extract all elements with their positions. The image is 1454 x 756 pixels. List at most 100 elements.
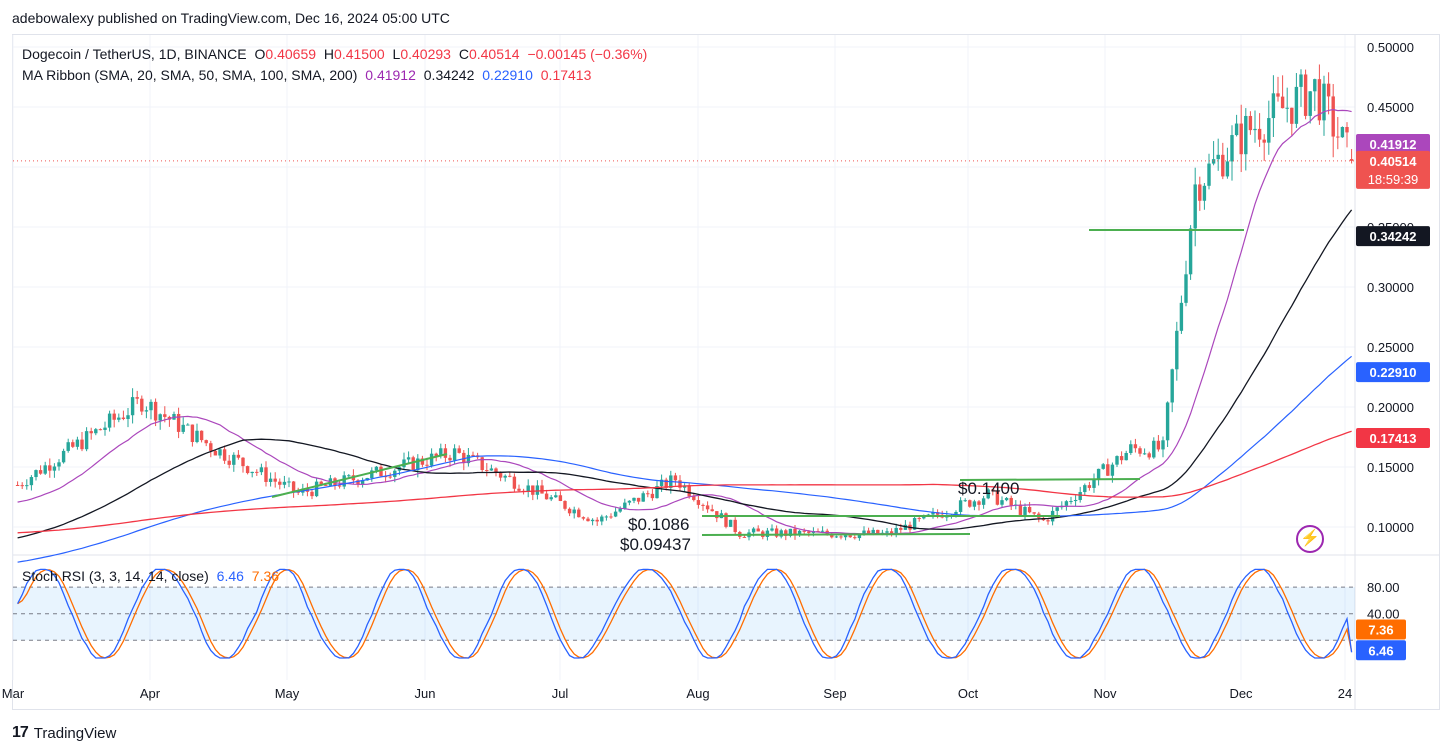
y-tick-label: 0.20000: [1367, 400, 1414, 415]
candle-body: [600, 516, 604, 522]
candle-body: [1285, 107, 1289, 109]
rsi-d-line: [17, 568, 1353, 659]
candle-body: [218, 449, 222, 456]
candle-body: [149, 401, 153, 411]
candle-body: [163, 414, 167, 417]
candle-body: [549, 497, 553, 500]
candle-body: [38, 470, 43, 474]
price-annotation: $0.1086: [628, 515, 689, 534]
candle-body: [567, 508, 572, 514]
candle-body: [48, 465, 52, 471]
candle-body: [1202, 185, 1207, 201]
y-tick-label: 0.25000: [1367, 340, 1414, 355]
candle-body: [20, 485, 24, 487]
candle-body: [1110, 464, 1115, 476]
candle-body: [241, 457, 245, 467]
candle-body: [98, 429, 103, 431]
candle-body: [995, 490, 1000, 505]
price-axis-label: 0.22910: [1370, 365, 1417, 380]
candle-body: [917, 518, 921, 520]
candle-body: [485, 470, 489, 472]
candle-body: [1276, 93, 1280, 97]
candle-body: [1142, 453, 1147, 455]
candle-body: [1198, 184, 1202, 201]
candle-body: [186, 424, 190, 426]
candle-body: [89, 431, 93, 434]
candle-body: [416, 458, 420, 471]
candle-body: [1073, 499, 1078, 502]
candle-body: [457, 448, 461, 453]
candle-body: [871, 529, 875, 535]
candle-body: [1087, 485, 1092, 488]
candle-body: [526, 485, 530, 492]
close-label: C: [458, 46, 469, 62]
candle-body: [1290, 107, 1294, 124]
candle-body: [15, 485, 20, 486]
candle-body: [595, 519, 599, 522]
tradingview-logo-icon: 17: [12, 724, 29, 741]
candle-body: [1124, 453, 1128, 461]
candle-body: [388, 476, 392, 478]
candle-body: [1211, 159, 1216, 164]
candle-body: [1234, 123, 1239, 136]
candle-body: [687, 485, 691, 497]
candle-body: [209, 443, 213, 451]
candle-body: [581, 517, 586, 519]
rsi-y-tick: 80.00: [1367, 580, 1400, 595]
candle-body: [544, 493, 549, 500]
candle-body: [1009, 497, 1013, 506]
candle-body: [751, 528, 756, 533]
candle-body: [1078, 492, 1082, 500]
candle-body: [117, 417, 121, 420]
candle-body: [374, 466, 379, 471]
candle-body: [66, 442, 70, 451]
x-tick-label: Sep: [823, 686, 846, 701]
high-value: 0.41500: [334, 46, 385, 62]
rsi-axis-label: 6.46: [1368, 643, 1393, 658]
candle-body: [107, 413, 112, 428]
candle-body: [268, 478, 273, 482]
candle-body: [1147, 453, 1151, 458]
close-value: 0.40514: [468, 46, 520, 62]
candle-body: [903, 524, 908, 530]
candle-body: [471, 454, 475, 456]
candle-body: [678, 480, 682, 488]
publisher-line: adebowalexy published on TradingView.com…: [12, 10, 450, 26]
candle-body: [176, 413, 181, 432]
rsi-axis-label: 7.36: [1368, 622, 1393, 637]
candle-body: [1096, 468, 1101, 480]
price-annotation: $0.1400: [958, 479, 1019, 498]
candle-body: [1280, 96, 1285, 109]
candle-body: [250, 471, 254, 474]
candle-body: [1184, 274, 1188, 303]
candle-body: [259, 467, 264, 473]
candle-body: [770, 528, 774, 531]
candle-body: [774, 528, 779, 537]
candle-body: [839, 536, 843, 538]
candle-body: [1303, 74, 1308, 116]
candle-body: [1326, 83, 1331, 97]
lightning-icon[interactable]: ⚡: [1296, 525, 1324, 553]
candle-body: [112, 413, 116, 420]
candle-body: [232, 454, 236, 465]
candle-body: [954, 511, 958, 516]
candle-body: [784, 530, 788, 536]
candle-body: [282, 481, 287, 485]
candle-body: [876, 529, 880, 535]
candle-body: [342, 475, 346, 487]
x-tick-label: May: [275, 686, 300, 701]
price-axis-label-bg: [1356, 134, 1430, 155]
candle-body: [1299, 74, 1303, 87]
candle-body: [710, 509, 714, 512]
candle-body: [153, 401, 158, 421]
candle-body: [889, 531, 894, 534]
candle-body: [1046, 520, 1050, 522]
candle-body: [705, 505, 710, 510]
ma100-line: [17, 355, 1352, 563]
candle-body: [613, 511, 618, 517]
countdown-label: 18:59:39: [1368, 172, 1419, 187]
footer-brand: TradingView: [33, 724, 117, 742]
candle-body: [935, 512, 940, 515]
x-tick-label: Jul: [552, 686, 569, 701]
